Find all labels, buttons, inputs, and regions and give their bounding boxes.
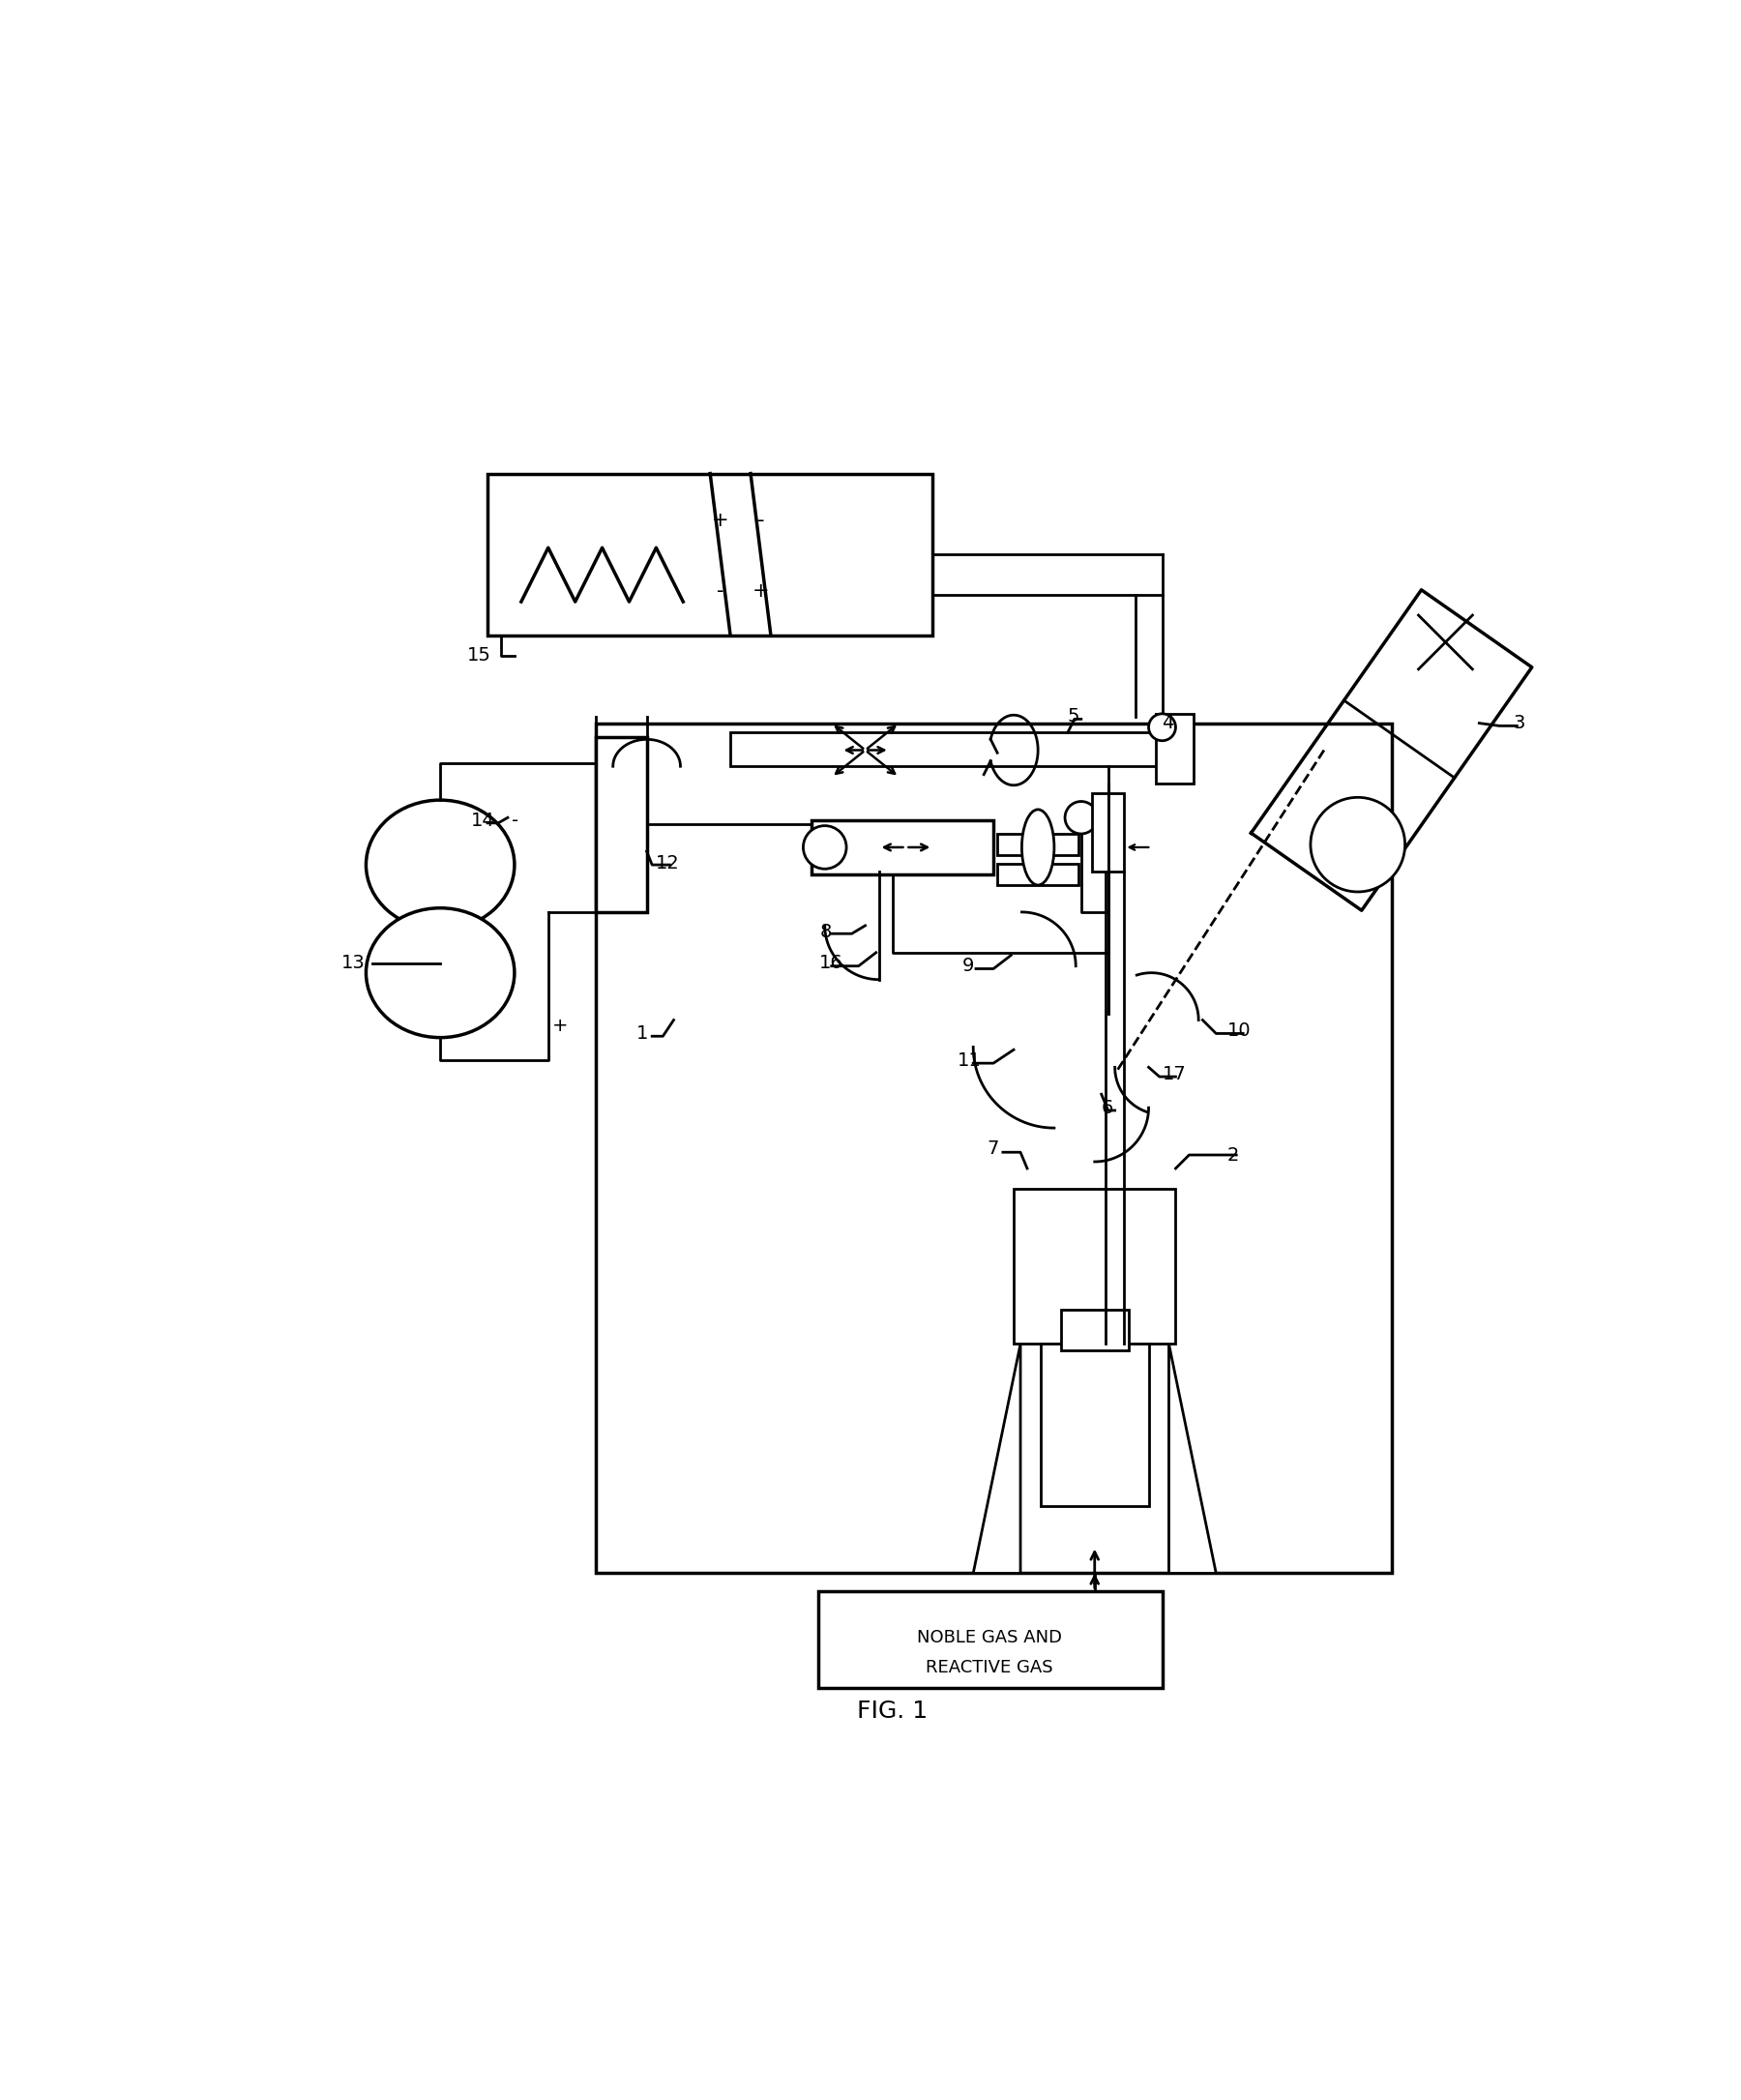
Circle shape xyxy=(803,825,846,869)
Text: 3: 3 xyxy=(1513,714,1525,733)
Text: NOBLE GAS AND: NOBLE GAS AND xyxy=(918,1630,1062,1646)
Text: 12: 12 xyxy=(656,855,681,874)
Text: 15: 15 xyxy=(467,647,491,666)
Text: -: - xyxy=(757,510,764,531)
Bar xyxy=(1092,794,1109,872)
Bar xyxy=(818,1592,1163,1688)
Circle shape xyxy=(1149,714,1175,741)
Ellipse shape xyxy=(366,800,515,930)
Text: 9: 9 xyxy=(963,958,975,974)
Text: 10: 10 xyxy=(1227,1021,1250,1040)
Text: 8: 8 xyxy=(820,924,832,941)
Text: FIG. 1: FIG. 1 xyxy=(857,1699,928,1722)
Bar xyxy=(1109,794,1125,872)
Text: 16: 16 xyxy=(820,953,843,972)
Circle shape xyxy=(1065,802,1097,834)
Bar xyxy=(811,821,994,874)
Text: 13: 13 xyxy=(341,953,366,972)
Text: 7: 7 xyxy=(987,1138,999,1157)
Bar xyxy=(731,733,1189,766)
Text: -: - xyxy=(717,582,724,601)
Bar xyxy=(998,834,1078,855)
Text: -: - xyxy=(512,811,519,830)
Text: 2: 2 xyxy=(1227,1147,1240,1163)
Polygon shape xyxy=(973,1344,1215,1573)
Text: 1: 1 xyxy=(635,1025,648,1044)
Text: 4: 4 xyxy=(1163,714,1173,733)
Bar xyxy=(595,722,1391,1573)
Bar xyxy=(595,737,646,911)
Text: +: + xyxy=(552,1016,568,1035)
Text: +: + xyxy=(752,582,770,601)
Text: 17: 17 xyxy=(1163,1065,1186,1084)
Ellipse shape xyxy=(366,907,515,1037)
Circle shape xyxy=(1311,798,1405,892)
Bar xyxy=(1060,1310,1128,1350)
Text: 6: 6 xyxy=(1102,1098,1114,1117)
Bar xyxy=(1013,1189,1175,1344)
Bar xyxy=(1041,1344,1149,1506)
Text: 14: 14 xyxy=(472,811,494,830)
Text: REACTIVE GAS: REACTIVE GAS xyxy=(926,1659,1053,1676)
Text: +: + xyxy=(712,510,729,531)
Bar xyxy=(998,863,1078,884)
Text: 5: 5 xyxy=(1067,708,1079,727)
Ellipse shape xyxy=(1022,808,1053,884)
Text: 11: 11 xyxy=(958,1052,980,1069)
Bar xyxy=(487,472,933,636)
Bar xyxy=(1156,714,1193,783)
